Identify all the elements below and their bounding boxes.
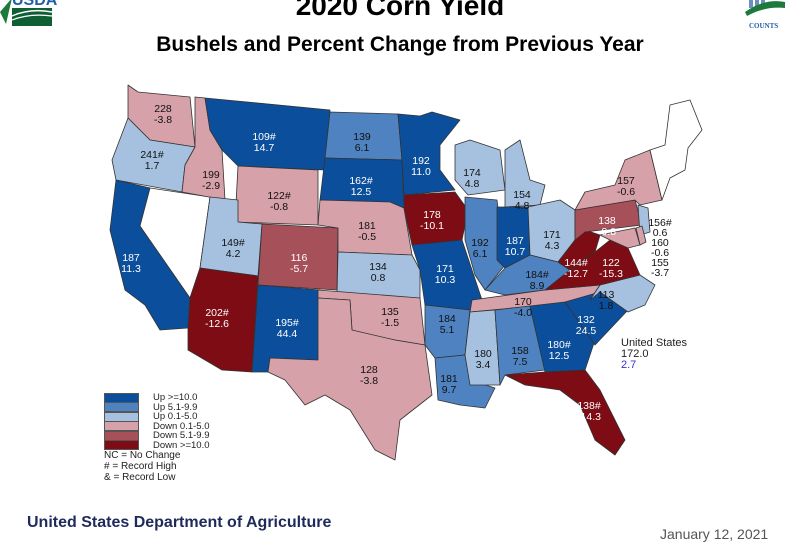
label-WY: 122# -0.8: [267, 190, 291, 213]
label-PA: 138 -9.8: [597, 215, 617, 238]
state-new-england: [649, 99, 703, 201]
label-WV: 144# -12.7: [564, 257, 588, 280]
label-CO: 116 -5.7: [289, 252, 309, 275]
state-AZ: [187, 267, 259, 373]
label-ID: 199 -2.9: [201, 169, 221, 192]
label-IL: 192 6.1: [471, 237, 489, 260]
label-MS: 180 3.4: [474, 348, 492, 371]
usda-logo: USDA: [0, 0, 58, 26]
label-NY: 157 -0.6: [616, 175, 636, 198]
label-KY: 184# 8.9: [525, 269, 549, 292]
label-WA: 228 -3.8: [153, 103, 173, 126]
state-MN: [397, 111, 461, 196]
label-WI: 174 4.8: [463, 167, 481, 190]
label-NE: 181 -0.5: [357, 220, 377, 243]
label-AR: 184 5.1: [438, 313, 456, 336]
label-TX: 128 -3.8: [359, 364, 379, 387]
label-UT: 149# 4.2: [221, 237, 245, 260]
national-label: United States: [621, 337, 688, 349]
label-MI: 154 4.8: [513, 189, 531, 212]
legend-note: & = Record Low: [104, 472, 176, 483]
state-KS: [336, 251, 421, 299]
svg-text:COUNTS: COUNTS: [749, 22, 778, 30]
state-TX: [267, 297, 433, 461]
legend-note: # = Record High: [104, 461, 177, 472]
footer-date: January 12, 2021: [660, 526, 769, 542]
label-CA: 187 11.3: [121, 252, 141, 275]
state-MS: [464, 309, 501, 386]
national-yield: 172.0: [621, 348, 649, 360]
label-OR: 241# 1.7: [140, 149, 164, 172]
legend: Up >=10.0 Up 5.1-9.9 Up 0.1-5.0 Down 0.1…: [104, 392, 210, 483]
legend-item: Down >=10.0: [104, 440, 210, 451]
label-OH: 171 4.3: [543, 229, 561, 252]
state-DE: [635, 225, 647, 246]
national-change: 2.7: [621, 359, 637, 371]
label-NJ-DE-MD: 156# 0.6 160 -0.6 155 -3.7: [648, 217, 672, 279]
label-MN: 192 11.0: [411, 155, 431, 178]
state-AL: [494, 305, 546, 386]
nass-counts-logo: COUNTS: [745, 0, 785, 30]
label-FL: 138# -14.3: [577, 400, 601, 423]
label-OK: 135 -1.5: [380, 306, 400, 329]
label-SD: 162# 12.5: [349, 175, 373, 198]
label-AL: 158 7.5: [511, 345, 529, 368]
label-MT: 109# 14.7: [252, 131, 276, 154]
label-NC: 113 1.8: [597, 289, 615, 312]
footer-agency: United States Department of Agriculture: [27, 514, 332, 531]
label-KS: 134 0.8: [369, 261, 387, 284]
label-LA: 181 9.7: [440, 373, 458, 396]
state-FL: [504, 369, 626, 456]
chart-title: 2020 Corn Yield: [295, 0, 505, 21]
label-IN: 187 10.7: [504, 235, 526, 258]
label-AZ: 202# -12.6: [205, 307, 229, 330]
label-NM: 195# 44.4: [275, 317, 299, 340]
national-total: United States 172.0 2.7: [621, 338, 687, 371]
label-ND: 139 6.1: [353, 131, 371, 154]
legend-note: NC = No Change: [104, 450, 181, 461]
label-VA: 122 -15.3: [599, 257, 623, 280]
svg-text:USDA: USDA: [12, 0, 58, 9]
label-TN: 170 -4.0: [513, 296, 533, 319]
label-SC: 132 24.5: [575, 314, 597, 337]
state-MD: [599, 227, 641, 249]
label-GA: 180# 12.5: [547, 339, 571, 362]
label-MO: 171 10.3: [434, 263, 456, 286]
chart-subtitle: Bushels and Percent Change from Previous…: [156, 33, 644, 56]
label-IA: 178 -10.1: [420, 209, 444, 232]
